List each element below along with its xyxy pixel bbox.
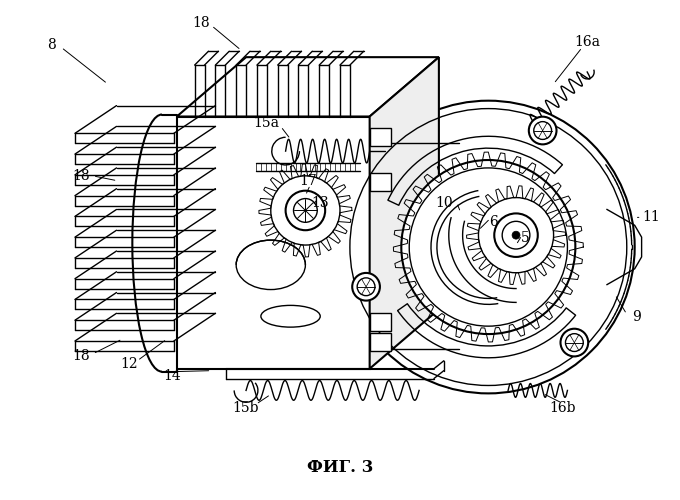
Bar xyxy=(370,173,392,190)
Text: 9: 9 xyxy=(632,310,641,324)
Circle shape xyxy=(560,328,588,356)
Text: 10: 10 xyxy=(435,196,453,209)
Circle shape xyxy=(534,122,551,140)
Text: 14: 14 xyxy=(163,368,181,382)
Text: 12: 12 xyxy=(120,356,138,370)
Text: 16b: 16b xyxy=(549,401,576,415)
Text: 15b: 15b xyxy=(233,401,259,415)
Circle shape xyxy=(357,278,375,295)
Ellipse shape xyxy=(261,306,320,327)
Circle shape xyxy=(294,198,318,222)
Circle shape xyxy=(479,198,554,272)
Circle shape xyxy=(342,100,634,394)
Circle shape xyxy=(401,160,575,334)
Text: 16a: 16a xyxy=(574,36,600,50)
Text: 18: 18 xyxy=(72,169,90,183)
Text: 13: 13 xyxy=(311,196,329,209)
Text: 8: 8 xyxy=(47,38,56,52)
Circle shape xyxy=(352,273,380,300)
Polygon shape xyxy=(177,116,370,368)
Circle shape xyxy=(502,222,530,249)
Bar xyxy=(370,333,392,351)
Ellipse shape xyxy=(236,240,305,290)
Bar xyxy=(370,314,392,331)
Bar xyxy=(370,128,392,146)
Polygon shape xyxy=(370,57,439,368)
Circle shape xyxy=(271,176,340,245)
Circle shape xyxy=(512,231,520,239)
Polygon shape xyxy=(177,57,439,116)
Circle shape xyxy=(494,214,538,257)
Circle shape xyxy=(286,190,325,230)
Text: 18: 18 xyxy=(192,16,210,30)
Text: 15a: 15a xyxy=(253,116,279,130)
Circle shape xyxy=(566,334,583,351)
Text: 17: 17 xyxy=(299,174,318,188)
Text: 5: 5 xyxy=(521,231,529,245)
Text: ФИГ. 3: ФИГ. 3 xyxy=(307,459,373,476)
Text: 18: 18 xyxy=(72,349,90,363)
Circle shape xyxy=(529,116,556,144)
Text: 11: 11 xyxy=(643,210,660,224)
Text: 6: 6 xyxy=(489,216,498,230)
